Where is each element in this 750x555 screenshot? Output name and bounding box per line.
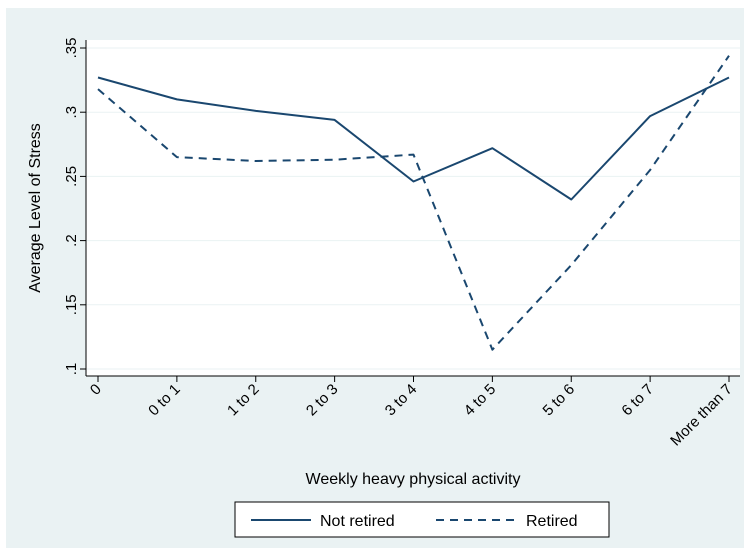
legend-label-not-retired: Not retired [320, 513, 395, 530]
line-chart: .1 .15 .2 .25 .3 .35 0 0 to 1 1 to 2 2 to 3 3 to … [27, 38, 740, 538]
series-line-not-retired [97, 76, 730, 201]
x-tick-label: 1 to 2 [224, 381, 263, 420]
y-tick-label: .25 [63, 166, 80, 187]
x-axis-ticks: 0 0 to 1 1 to 2 2 to 3 3 to 4 4 to 5 5 to 6 6 t… [87, 376, 736, 449]
y-tick-label: .2 [63, 234, 80, 247]
x-tick-label: 5 to 6 [540, 381, 579, 420]
x-tick-label: More than 7 [667, 381, 736, 450]
series-lines [97, 55, 730, 351]
legend: Not retired Retired [234, 501, 610, 538]
x-tick-label: 6 to 7 [618, 381, 657, 420]
y-tick-label: .15 [63, 294, 80, 315]
y-tick-label: .35 [63, 38, 80, 59]
plot-area [86, 40, 740, 376]
y-tick-label: .3 [63, 106, 80, 119]
y-tick-label: .1 [63, 363, 80, 376]
x-axis-title: Weekly heavy physical activity [306, 471, 521, 488]
y-axis-ticks: .1 .15 .2 .25 .3 .35 [63, 38, 86, 376]
legend-label-retired: Retired [526, 513, 578, 530]
x-tick-label: 0 [87, 381, 105, 399]
x-tick-label: 4 to 5 [461, 381, 500, 420]
x-tick-label: 3 to 4 [382, 381, 421, 420]
chart-figure: .1 .15 .2 .25 .3 .35 0 0 to 1 1 to 2 2 to 3 3 to … [6, 8, 744, 548]
x-tick-label: 2 to 3 [303, 381, 342, 420]
x-tick-label: 0 to 1 [145, 381, 184, 420]
y-axis-title: Average Level of Stress [27, 123, 44, 293]
series-line-retired [97, 55, 730, 351]
gridlines [86, 47, 740, 370]
